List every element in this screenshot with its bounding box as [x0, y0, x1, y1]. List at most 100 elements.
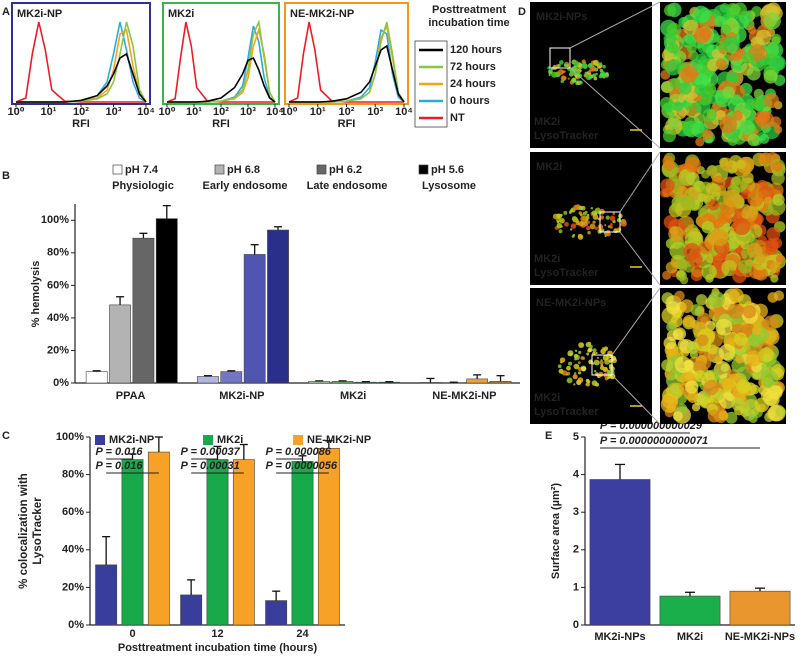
cell-spot — [573, 204, 579, 211]
fluorescent-spot — [663, 4, 677, 17]
fluorescent-spot — [722, 86, 735, 99]
fluorescent-spot — [708, 291, 725, 309]
fluorescent-spot — [754, 267, 769, 281]
legend-label: NT — [450, 112, 465, 124]
fluorescent-spot — [721, 377, 735, 390]
cell-spot — [583, 65, 586, 68]
fluorescent-spot — [741, 323, 754, 336]
x-tick-label: 10⁴ — [137, 106, 155, 118]
fluorescent-spot — [690, 304, 703, 316]
legend-label: 120 hours — [450, 44, 502, 56]
legend-label: MK2i-NP — [109, 434, 154, 446]
fluorescent-spot — [732, 110, 743, 121]
y-tick-label: 40% — [62, 544, 84, 556]
legend-swatch — [112, 164, 123, 175]
histogram-line — [167, 19, 276, 103]
fluorescent-spot — [734, 332, 748, 346]
fluorescent-spot — [660, 178, 675, 193]
x-tick-label: 10⁰ — [280, 106, 297, 118]
fluorescent-spot — [763, 12, 781, 30]
legend-description: Lysosome — [422, 180, 476, 192]
panel-letter: C — [2, 430, 10, 442]
cell-spot — [587, 220, 591, 224]
cell-spot — [599, 360, 604, 365]
fluorescent-spot — [707, 183, 721, 197]
cell-spot — [613, 360, 616, 363]
cell-spot — [602, 354, 609, 361]
cell-spot — [587, 347, 593, 353]
y-tick-label: 0 — [573, 619, 579, 631]
fluorescent-spot — [738, 294, 752, 308]
legend-swatch — [293, 435, 303, 445]
fluorescent-spot — [686, 43, 697, 54]
fluorescent-spot — [759, 133, 770, 144]
cell-spot — [609, 373, 616, 380]
cell-spot — [573, 383, 576, 386]
cell-spot — [588, 75, 593, 79]
x-tick-label: 10³ — [367, 106, 383, 118]
legend-title: Posttreatment incubation time — [428, 4, 510, 29]
cell-spot — [579, 213, 583, 217]
cell-spot — [593, 76, 598, 81]
fluorescent-spot — [691, 265, 704, 278]
fluorescent-spot — [662, 129, 676, 143]
cell-spot — [559, 213, 563, 217]
cell-spot — [572, 374, 578, 380]
cell-spot — [557, 63, 561, 68]
legend-label: 72 hours — [450, 61, 496, 73]
legend-swatch — [95, 435, 105, 445]
p-value: P = 0.0000056 — [266, 460, 338, 472]
histogram-line — [166, 21, 275, 103]
fluorescent-spot — [717, 210, 732, 224]
cell-spot — [612, 212, 616, 216]
zoom-box — [591, 354, 613, 376]
bar — [331, 381, 354, 384]
fluorescent-spot — [669, 241, 688, 260]
cell-spot — [573, 372, 577, 375]
fluorescent-spot — [677, 261, 688, 272]
p-value: P = 0.00037 — [181, 446, 241, 458]
cell-spot — [559, 218, 565, 224]
fluorescent-spot — [698, 241, 712, 255]
y-axis-label: Surface area (µm²) — [550, 483, 562, 580]
fluorescent-spot — [665, 58, 682, 76]
bar — [267, 229, 289, 384]
zoom-connector — [619, 151, 661, 213]
fluorescent-spot — [748, 414, 758, 424]
cell-spot — [584, 210, 588, 214]
y-tick-label: 20% — [62, 581, 84, 593]
fluorescent-spot — [674, 290, 685, 302]
fluorescent-spot — [679, 299, 694, 314]
legend-label: pH 5.6 — [431, 164, 464, 176]
cell-spot — [567, 352, 571, 356]
cell-spot — [573, 353, 579, 359]
x-tick-label: 12 — [211, 628, 223, 640]
fluorescent-spot — [692, 360, 706, 374]
cell-spot — [548, 69, 553, 74]
x-axis-label: Posttreatment incubation time (hours) — [118, 642, 318, 654]
legend-description: Physiologic — [112, 180, 174, 192]
cell-spot — [560, 79, 565, 84]
x-tick-label: 10³ — [240, 106, 256, 118]
fluorescent-spot — [668, 118, 679, 130]
histogram-line — [289, 44, 405, 103]
zoom-box — [549, 47, 571, 69]
y-tick-label: 2 — [573, 544, 579, 556]
cell-spot — [606, 231, 611, 237]
p-value: P = 0.0000000000071 — [600, 435, 708, 447]
panel-letter: D — [518, 6, 526, 18]
fluorescent-spot — [735, 355, 744, 364]
fluorescent-spot — [771, 161, 783, 172]
cell-spot — [592, 348, 597, 353]
fluorescent-spot — [760, 370, 779, 389]
histogram-line — [167, 56, 276, 103]
cell-spot — [577, 234, 584, 240]
fluorescent-spot — [707, 344, 718, 355]
y-tick-label: 80% — [62, 469, 84, 481]
cell-spot — [548, 73, 551, 77]
micrograph — [530, 288, 652, 424]
fluorescent-spot — [702, 129, 714, 141]
x-tick-label: 10² — [339, 106, 355, 118]
fluorescent-spot — [752, 325, 762, 336]
